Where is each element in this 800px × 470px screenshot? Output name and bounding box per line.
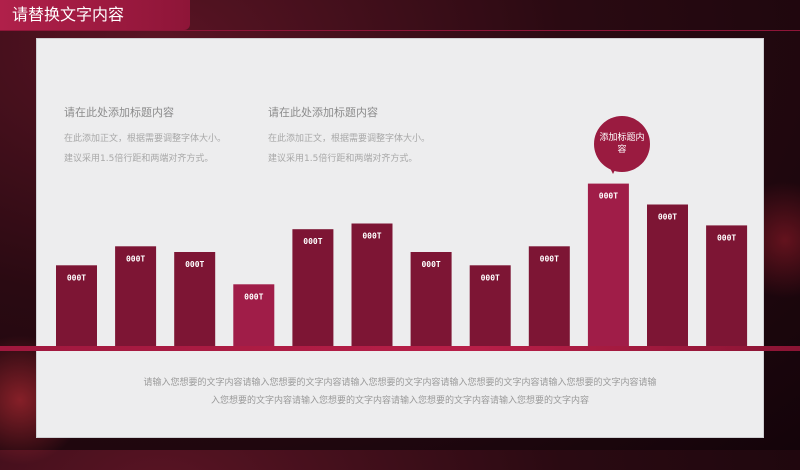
block-heading: 请在此处添加标题内容: [268, 106, 378, 119]
bar-label: 000T: [421, 260, 440, 269]
footer-line: 入您想要的文字内容请输入您想要的文字内容请输入您想要的文字内容请输入您想要的文字…: [210, 396, 589, 406]
bar-label: 000T: [599, 192, 618, 201]
bar-chart: 000T 000T 000T 000T 000T 000T 000T 000T 000T 000T…: [56, 183, 748, 347]
block-body: 在此添加正文，根据需要调整字体大小。 建议采用1.5倍行距和两端对齐方式。: [64, 129, 274, 169]
bar: [528, 246, 570, 347]
bar: [647, 204, 688, 347]
bar: [706, 225, 748, 347]
callout-text: 添加标题内容: [599, 133, 645, 155]
block-line: 建议采用1.5倍行距和两端对齐方式。: [64, 154, 214, 164]
block-line: 建议采用1.5倍行距和两端对齐方式。: [268, 154, 418, 164]
text-block-1: 请在此处添加标题内容 在此添加正文，根据需要调整字体大小。 建议采用1.5倍行距…: [64, 104, 274, 169]
bar: [587, 183, 629, 347]
bar-label: 000T: [67, 273, 86, 282]
title-divider: [0, 30, 800, 31]
bar: [174, 252, 216, 347]
bar-label: 000T: [481, 273, 500, 282]
bar-label: 000T: [126, 254, 145, 263]
bar-label: 000T: [244, 292, 263, 301]
bar-label: 000T: [362, 232, 381, 241]
bar: [410, 252, 452, 347]
bar-label: 000T: [717, 233, 736, 242]
bar: [233, 284, 275, 347]
slide-title: 请替换文字内容: [0, 0, 190, 30]
bar-label: 000T: [303, 237, 322, 246]
bar: [469, 265, 511, 347]
footer-line: 请输入您想要的文字内容请输入您想要的文字内容请输入您想要的文字内容请输入您想要的…: [143, 378, 657, 388]
bar-label: 000T: [185, 260, 204, 269]
bar-label: 000T: [658, 213, 677, 222]
block-line: 在此添加正文，根据需要调整字体大小。: [64, 134, 227, 144]
chart-baseline: [0, 346, 800, 351]
bar: [115, 246, 157, 347]
block-heading: 请在此处添加标题内容: [64, 106, 174, 119]
bar: [292, 229, 334, 347]
bar: [56, 265, 97, 347]
block-line: 在此添加正文，根据需要调整字体大小。: [268, 134, 431, 144]
bar: [351, 223, 393, 347]
callout-bubble: 添加标题内容: [594, 116, 650, 172]
text-block-2: 请在此处添加标题内容 在此添加正文，根据需要调整字体大小。 建议采用1.5倍行距…: [268, 104, 478, 169]
block-body: 在此添加正文，根据需要调整字体大小。 建议采用1.5倍行距和两端对齐方式。: [268, 129, 478, 169]
bar-label: 000T: [540, 254, 559, 263]
content-panel: [36, 38, 764, 438]
footer-text: 请输入您想要的文字内容请输入您想要的文字内容请输入您想要的文字内容请输入您想要的…: [90, 374, 710, 410]
